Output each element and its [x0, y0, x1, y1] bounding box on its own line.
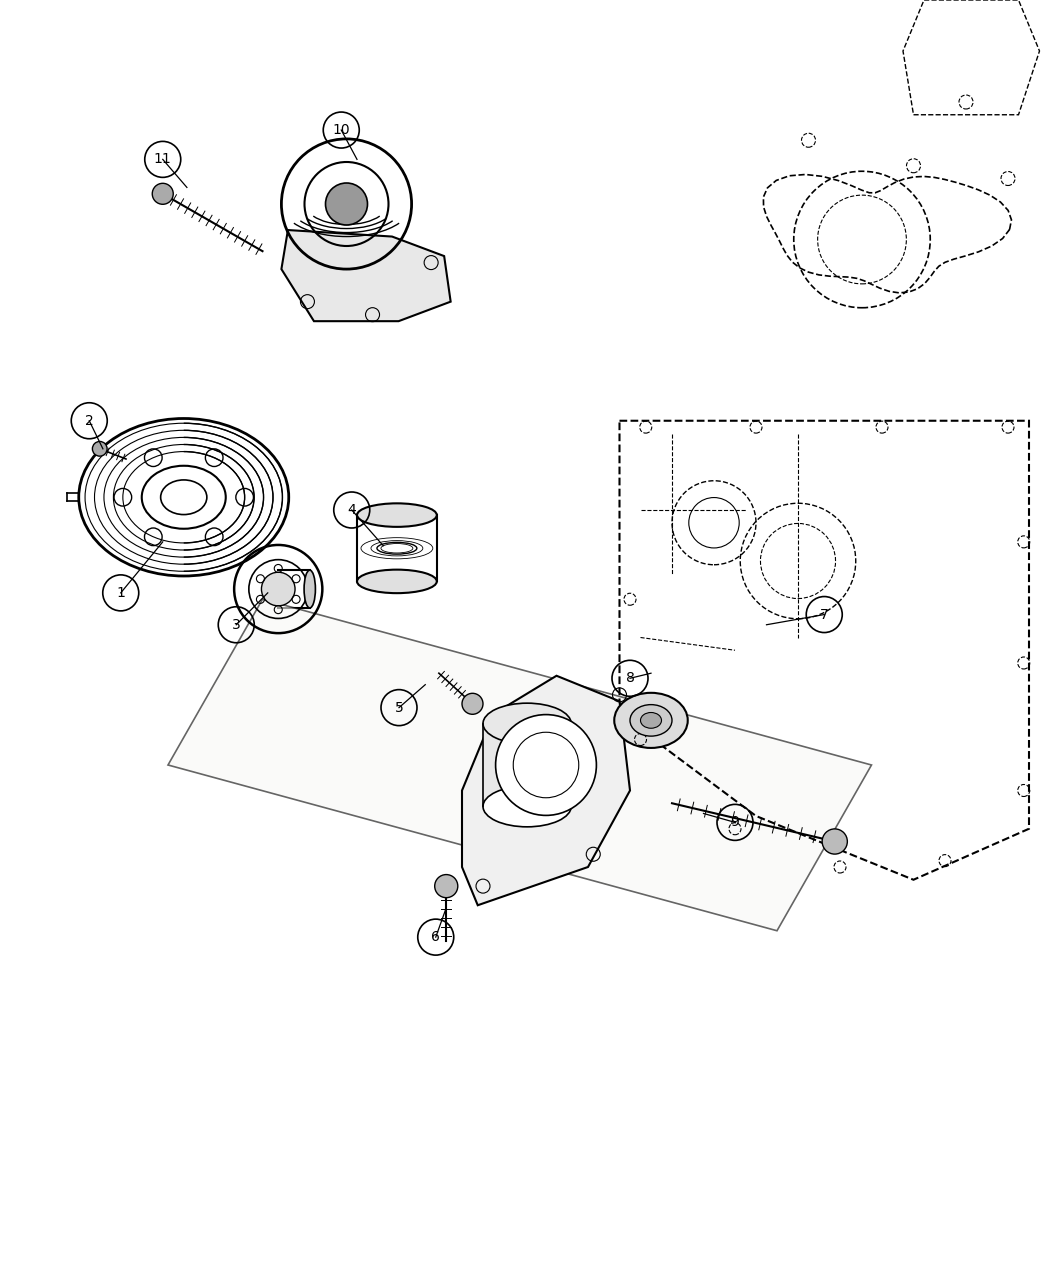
Text: 9: 9: [731, 816, 739, 829]
Bar: [483, 724, 571, 807]
Ellipse shape: [614, 692, 688, 748]
Text: 6: 6: [432, 931, 440, 944]
Ellipse shape: [640, 713, 662, 728]
Circle shape: [435, 875, 458, 898]
Text: 10: 10: [333, 124, 350, 136]
Ellipse shape: [357, 570, 437, 593]
Polygon shape: [281, 230, 450, 321]
Circle shape: [462, 694, 483, 714]
Circle shape: [152, 184, 173, 204]
Text: 4: 4: [348, 504, 356, 516]
Text: 1: 1: [117, 586, 125, 599]
Ellipse shape: [357, 504, 437, 527]
Ellipse shape: [630, 705, 672, 736]
Circle shape: [496, 714, 596, 816]
Ellipse shape: [483, 785, 571, 827]
Text: 11: 11: [154, 153, 171, 166]
Circle shape: [92, 441, 107, 456]
Text: 3: 3: [232, 618, 240, 631]
Text: 5: 5: [395, 701, 403, 714]
Ellipse shape: [304, 570, 315, 608]
Circle shape: [326, 184, 368, 224]
Polygon shape: [462, 676, 630, 905]
Text: 8: 8: [626, 672, 634, 685]
Text: 2: 2: [85, 414, 93, 427]
Text: 7: 7: [820, 608, 828, 621]
Ellipse shape: [483, 703, 571, 745]
Circle shape: [261, 572, 295, 606]
Ellipse shape: [377, 542, 417, 555]
Circle shape: [822, 829, 847, 854]
Polygon shape: [168, 599, 871, 931]
